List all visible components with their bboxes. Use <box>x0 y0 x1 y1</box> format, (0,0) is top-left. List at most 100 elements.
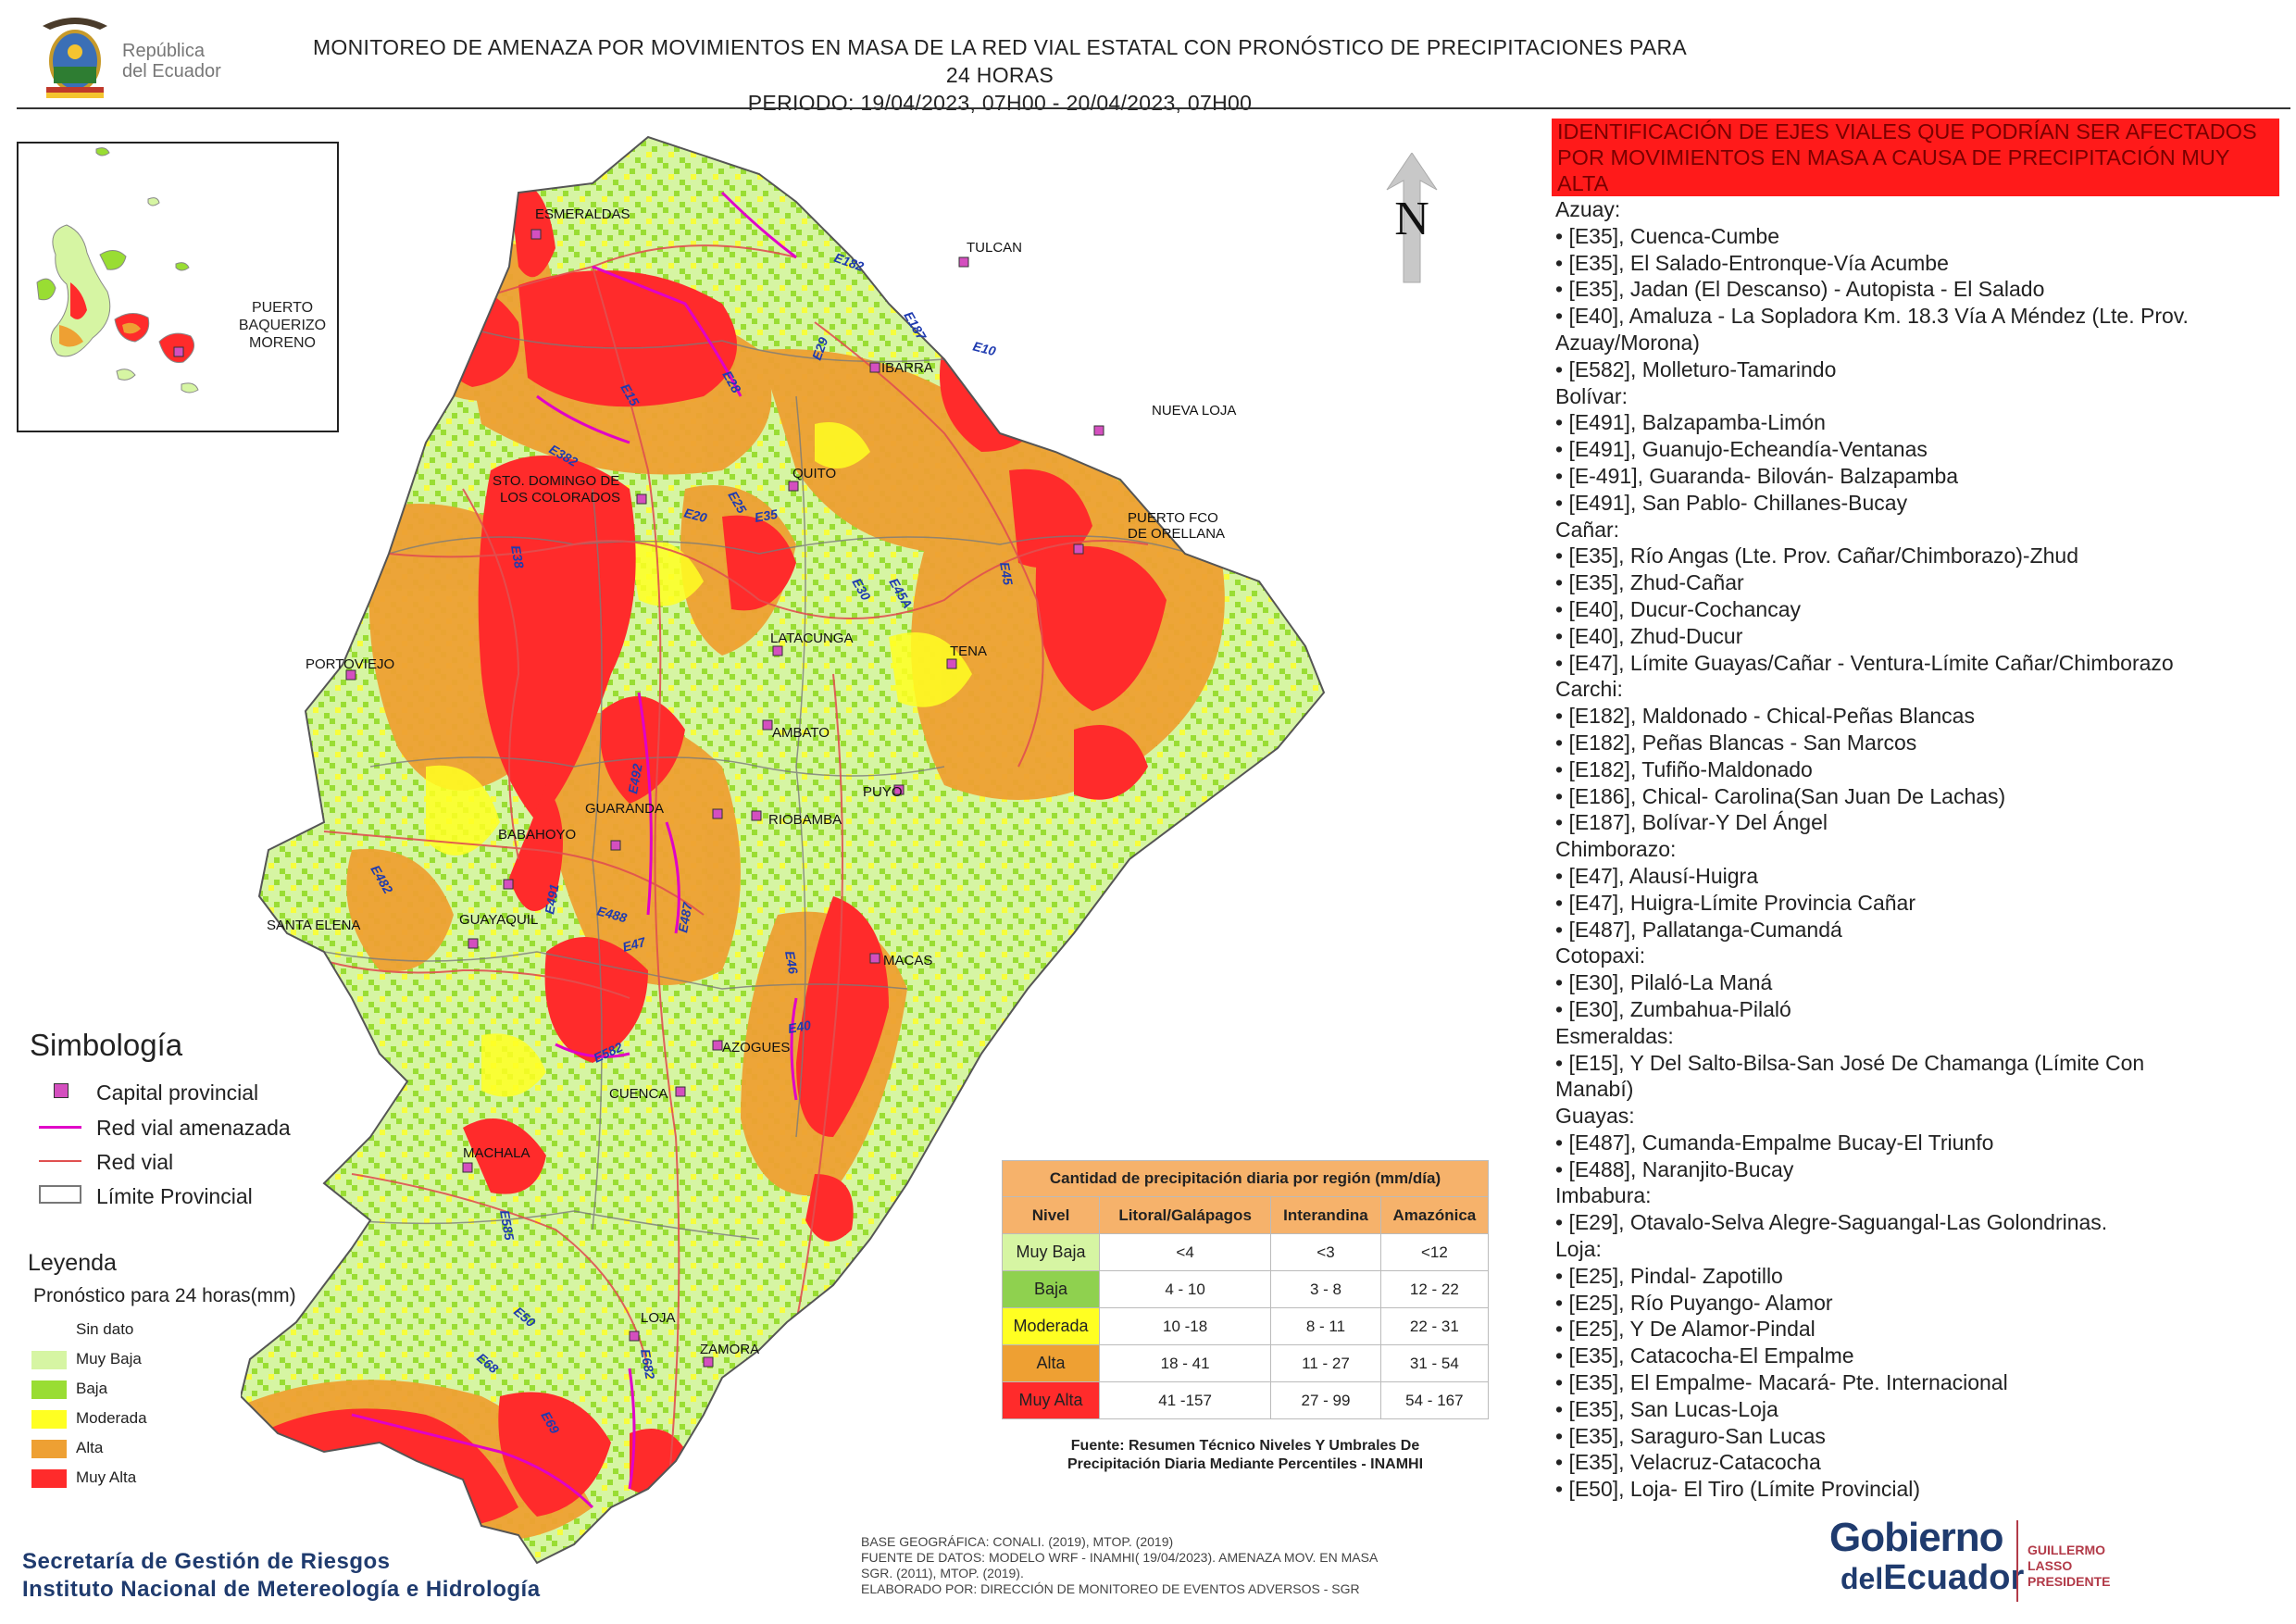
republic-logo-line2: del Ecuador <box>122 61 221 81</box>
city-label: AZOGUES <box>722 1040 790 1056</box>
road-label: E35 <box>754 506 780 525</box>
capital-marker <box>173 346 184 357</box>
threatened-road-icon <box>39 1126 81 1129</box>
road-item: • [E47], Huigra-Límite Provincia Cañar <box>1555 890 1915 915</box>
road-item: • [E35], Zhud-Cañar <box>1555 570 1744 595</box>
capital-marker <box>345 669 356 681</box>
alta-swatch <box>31 1440 67 1458</box>
province-heading: Guayas: <box>1555 1104 1635 1129</box>
road-item: • [E40], Zhud-Ducur <box>1555 623 1743 648</box>
precipitation-threshold-table: Cantidad de precipitación diaria por reg… <box>1001 1160 1490 1419</box>
table-row: Alta 18 - 41 11 - 27 31 - 54 <box>1001 1344 1490 1382</box>
road-label: E10 <box>971 338 997 358</box>
legend-title: Leyenda <box>28 1250 117 1276</box>
city-label: ZAMORA <box>700 1342 759 1357</box>
road-item: • [E15], Y Del Salto-Bilsa-San José De C… <box>1555 1050 2145 1075</box>
city-label: AMBATO <box>772 725 830 741</box>
road-label: E46 <box>782 950 801 976</box>
road-item: • [E30], Zumbahua-Pilaló <box>1555 996 1791 1021</box>
table-header: Litoral/Galápagos <box>1099 1196 1272 1234</box>
legend-item: Sin dato <box>31 1317 309 1344</box>
city-label: DE ORELLANA <box>1128 526 1225 542</box>
capital-marker <box>762 719 773 731</box>
map-period: PERIODO: 19/04/2023, 07H00 - 20/04/2023,… <box>747 91 1253 115</box>
road-item: • [E488], Naranjito-Bucay <box>1555 1156 1794 1181</box>
table-source: Fuente: Resumen Técnico Niveles Y Umbral… <box>1067 1438 1424 1472</box>
road-label: E47 <box>621 934 648 955</box>
province-heading: Loja: <box>1555 1237 1602 1262</box>
road-item: • [E182], Tufiño-Maldonado <box>1555 756 1813 781</box>
north-arrow-icon: N <box>1386 153 1438 283</box>
road-icon <box>39 1160 81 1162</box>
table-row: Muy Baja <4 <3 <12 <box>1001 1233 1490 1271</box>
capital-marker <box>462 1162 473 1173</box>
footer-credits: BASE GEOGRÁFICA: CONALI. (2019), MTOP. (… <box>861 1534 1379 1596</box>
road-label: E38 <box>508 544 527 570</box>
table-row: Muy Alta 41 -157 27 - 99 54 - 167 <box>1001 1381 1490 1419</box>
org-sgr: Secretaría de Gestión de Riesgos <box>22 1549 391 1574</box>
legend-item: Alta <box>31 1435 309 1463</box>
capital-marker <box>636 493 647 505</box>
affected-roads-panel: IDENTIFICACIÓN DE EJES VIALES QUE PODRÍA… <box>1548 117 2279 1505</box>
province-heading: Chimborazo: <box>1555 837 1677 862</box>
city-label: PORTOVIEJO <box>306 656 394 672</box>
precipitation-legend: Leyenda Pronóstico para 24 horas(mm) Sin… <box>28 1250 361 1509</box>
table-header: Amazónica <box>1379 1196 1490 1234</box>
legend-subtitle: Pronóstico para 24 horas(mm) <box>33 1285 296 1306</box>
road-item: • [E35], Saraguro-San Lucas <box>1555 1423 1826 1448</box>
road-item: • [E35], El Salado-Entronque-Vía Acumbe <box>1555 250 1949 275</box>
gobierno-del-ecuador-logo: Gobierno delEcuador GUILLERMO LASSO PRES… <box>1820 1515 2153 1607</box>
capital-marker <box>1093 425 1104 436</box>
map-title-line1: MONITOREO DE AMENAZA POR MOVIMIENTOS EN … <box>312 35 1688 87</box>
capital-marker <box>946 658 957 669</box>
city-label: TULCAN <box>967 240 1022 256</box>
org-inamhi: Instituto Nacional de Metereología e Hid… <box>22 1577 541 1602</box>
table-header: Nivel <box>1001 1196 1101 1234</box>
road-item: • [E582], Molleturo-Tamarindo <box>1555 356 1837 381</box>
republic-logo-line1: República <box>122 41 205 61</box>
capital-marker <box>869 362 880 373</box>
header-divider <box>17 107 2290 109</box>
road-item: • [E25], Pindal- Zapotillo <box>1555 1263 1783 1288</box>
road-item: • [E35], Jadan (El Descanso) - Autopista… <box>1555 277 2045 302</box>
city-labels: ESMERALDAS TULCAN IBARRA NUEVA LOJA QUIT… <box>267 206 1236 1357</box>
city-label: LOJA <box>641 1310 676 1326</box>
city-label: LATACUNGA <box>770 631 853 646</box>
road-label: E40 <box>787 1018 813 1036</box>
symbology-item: Red vial amenazada <box>28 1111 361 1143</box>
north-label: N <box>1394 193 1429 245</box>
affected-roads-title: IDENTIFICACIÓN DE EJES VIALES QUE PODRÍA… <box>1552 119 2279 196</box>
sin-dato-swatch <box>31 1321 67 1340</box>
city-label: MACHALA <box>463 1145 530 1161</box>
road-item: • [E25], Y De Alamor-Pindal <box>1555 1317 1816 1342</box>
capital-marker <box>869 953 880 964</box>
road-item: • [E35], Río Angas (Lte. Prov. Cañar/Chi… <box>1555 543 2078 568</box>
road-item: Manabí) <box>1555 1077 1634 1102</box>
capital-marker <box>503 879 514 890</box>
coat-of-arms-icon <box>43 18 107 98</box>
city-label: LOS COLORADOS <box>500 490 620 506</box>
legend-item: Moderada <box>31 1405 309 1433</box>
road-item: • [E50], Loja- El Tiro (Límite Provincia… <box>1555 1477 1921 1502</box>
road-item: • [E47], Límite Guayas/Cañar - Ventura-L… <box>1555 650 2174 675</box>
capital-marker <box>958 256 969 268</box>
city-label: BABAHOYO <box>498 827 576 843</box>
road-item: • [E487], Pallatanga-Cumandá <box>1555 917 1842 942</box>
capital-marker <box>893 784 905 795</box>
city-label: PUERTO FCO <box>1128 510 1218 526</box>
table-row: Moderada 10 -18 8 - 11 22 - 31 <box>1001 1307 1490 1345</box>
road-item: • [E491], Guanujo-Echeandía-Ventanas <box>1555 437 1928 462</box>
road-label: E682 <box>638 1348 657 1380</box>
road-item: • [E491], Balzapamba-Limón <box>1555 410 1826 435</box>
table-row: Baja 4 - 10 3 - 8 12 - 22 <box>1001 1270 1490 1308</box>
legend-item: Muy Baja <box>31 1346 309 1374</box>
threatened-roads <box>351 191 798 1509</box>
road-item: • [E29], Otavalo-Selva Alegre-Saguangal-… <box>1555 1210 2108 1235</box>
baja-swatch <box>31 1380 67 1399</box>
city-label: SANTA ELENA <box>267 918 360 933</box>
capital-marker <box>610 840 621 851</box>
symbology-item: Capital provincial <box>28 1076 361 1107</box>
province-heading: Imbabura: <box>1555 1183 1652 1208</box>
capital-marker <box>751 810 762 821</box>
road-item: • [E491], San Pablo- Chillanes-Bucay <box>1555 490 1908 515</box>
